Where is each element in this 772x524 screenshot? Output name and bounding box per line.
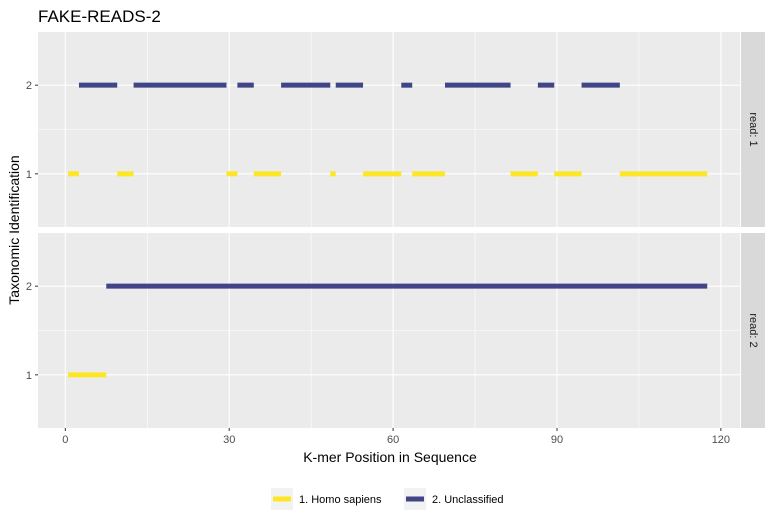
panel-2: 1 2 read: 2 [26, 233, 765, 428]
x-tick-label: 60 [387, 434, 399, 446]
facet-panels: 1 2 read: 1 1 2 read: 2 [26, 32, 765, 428]
chart-title: FAKE-READS-2 [38, 7, 161, 26]
facet-strip-label: read: 1 [747, 112, 759, 146]
y-axis-title: Taxonomic Identification [6, 155, 22, 304]
legend-label: 1. Homo sapiens [299, 494, 382, 506]
legend-label: 2. Unclassified [432, 494, 504, 506]
y-tick-label: 1 [26, 169, 32, 181]
x-tick-label: 30 [223, 434, 235, 446]
panel-1: 1 2 read: 1 [26, 32, 765, 227]
y-tick-label: 2 [26, 281, 32, 293]
x-axis: 0 30 60 90 120 [62, 428, 730, 446]
facet-strip [741, 233, 765, 428]
facet-strip [741, 32, 765, 227]
x-tick-label: 90 [551, 434, 563, 446]
y-tick-label: 1 [26, 370, 32, 382]
facet-strip-label: read: 2 [747, 313, 759, 347]
legend: 1. Homo sapiens 2. Unclassified [271, 488, 504, 510]
y-tick-label: 2 [26, 80, 32, 92]
x-tick-label: 120 [712, 434, 730, 446]
x-tick-label: 0 [62, 434, 68, 446]
x-axis-title: K-mer Position in Sequence [303, 449, 477, 465]
